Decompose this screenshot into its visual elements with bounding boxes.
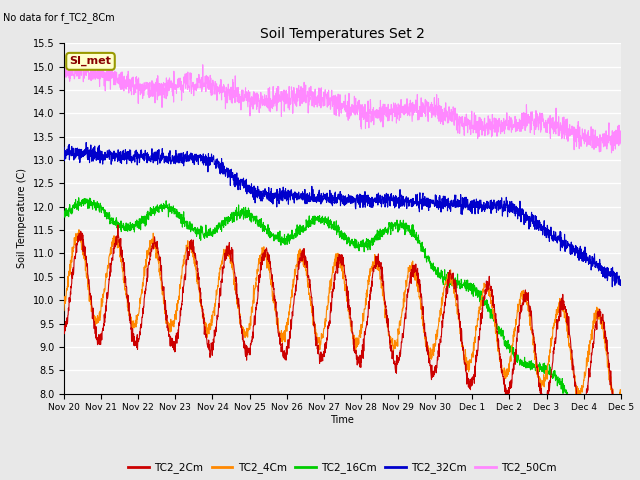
X-axis label: Time: Time — [330, 415, 355, 425]
Legend: TC2_2Cm, TC2_4Cm, TC2_16Cm, TC2_32Cm, TC2_50Cm: TC2_2Cm, TC2_4Cm, TC2_16Cm, TC2_32Cm, TC… — [124, 458, 561, 478]
Title: Soil Temperatures Set 2: Soil Temperatures Set 2 — [260, 27, 425, 41]
Y-axis label: Soil Temperature (C): Soil Temperature (C) — [17, 168, 27, 268]
Text: SI_met: SI_met — [70, 56, 111, 67]
Text: No data for f_TC2_8Cm: No data for f_TC2_8Cm — [3, 12, 115, 23]
